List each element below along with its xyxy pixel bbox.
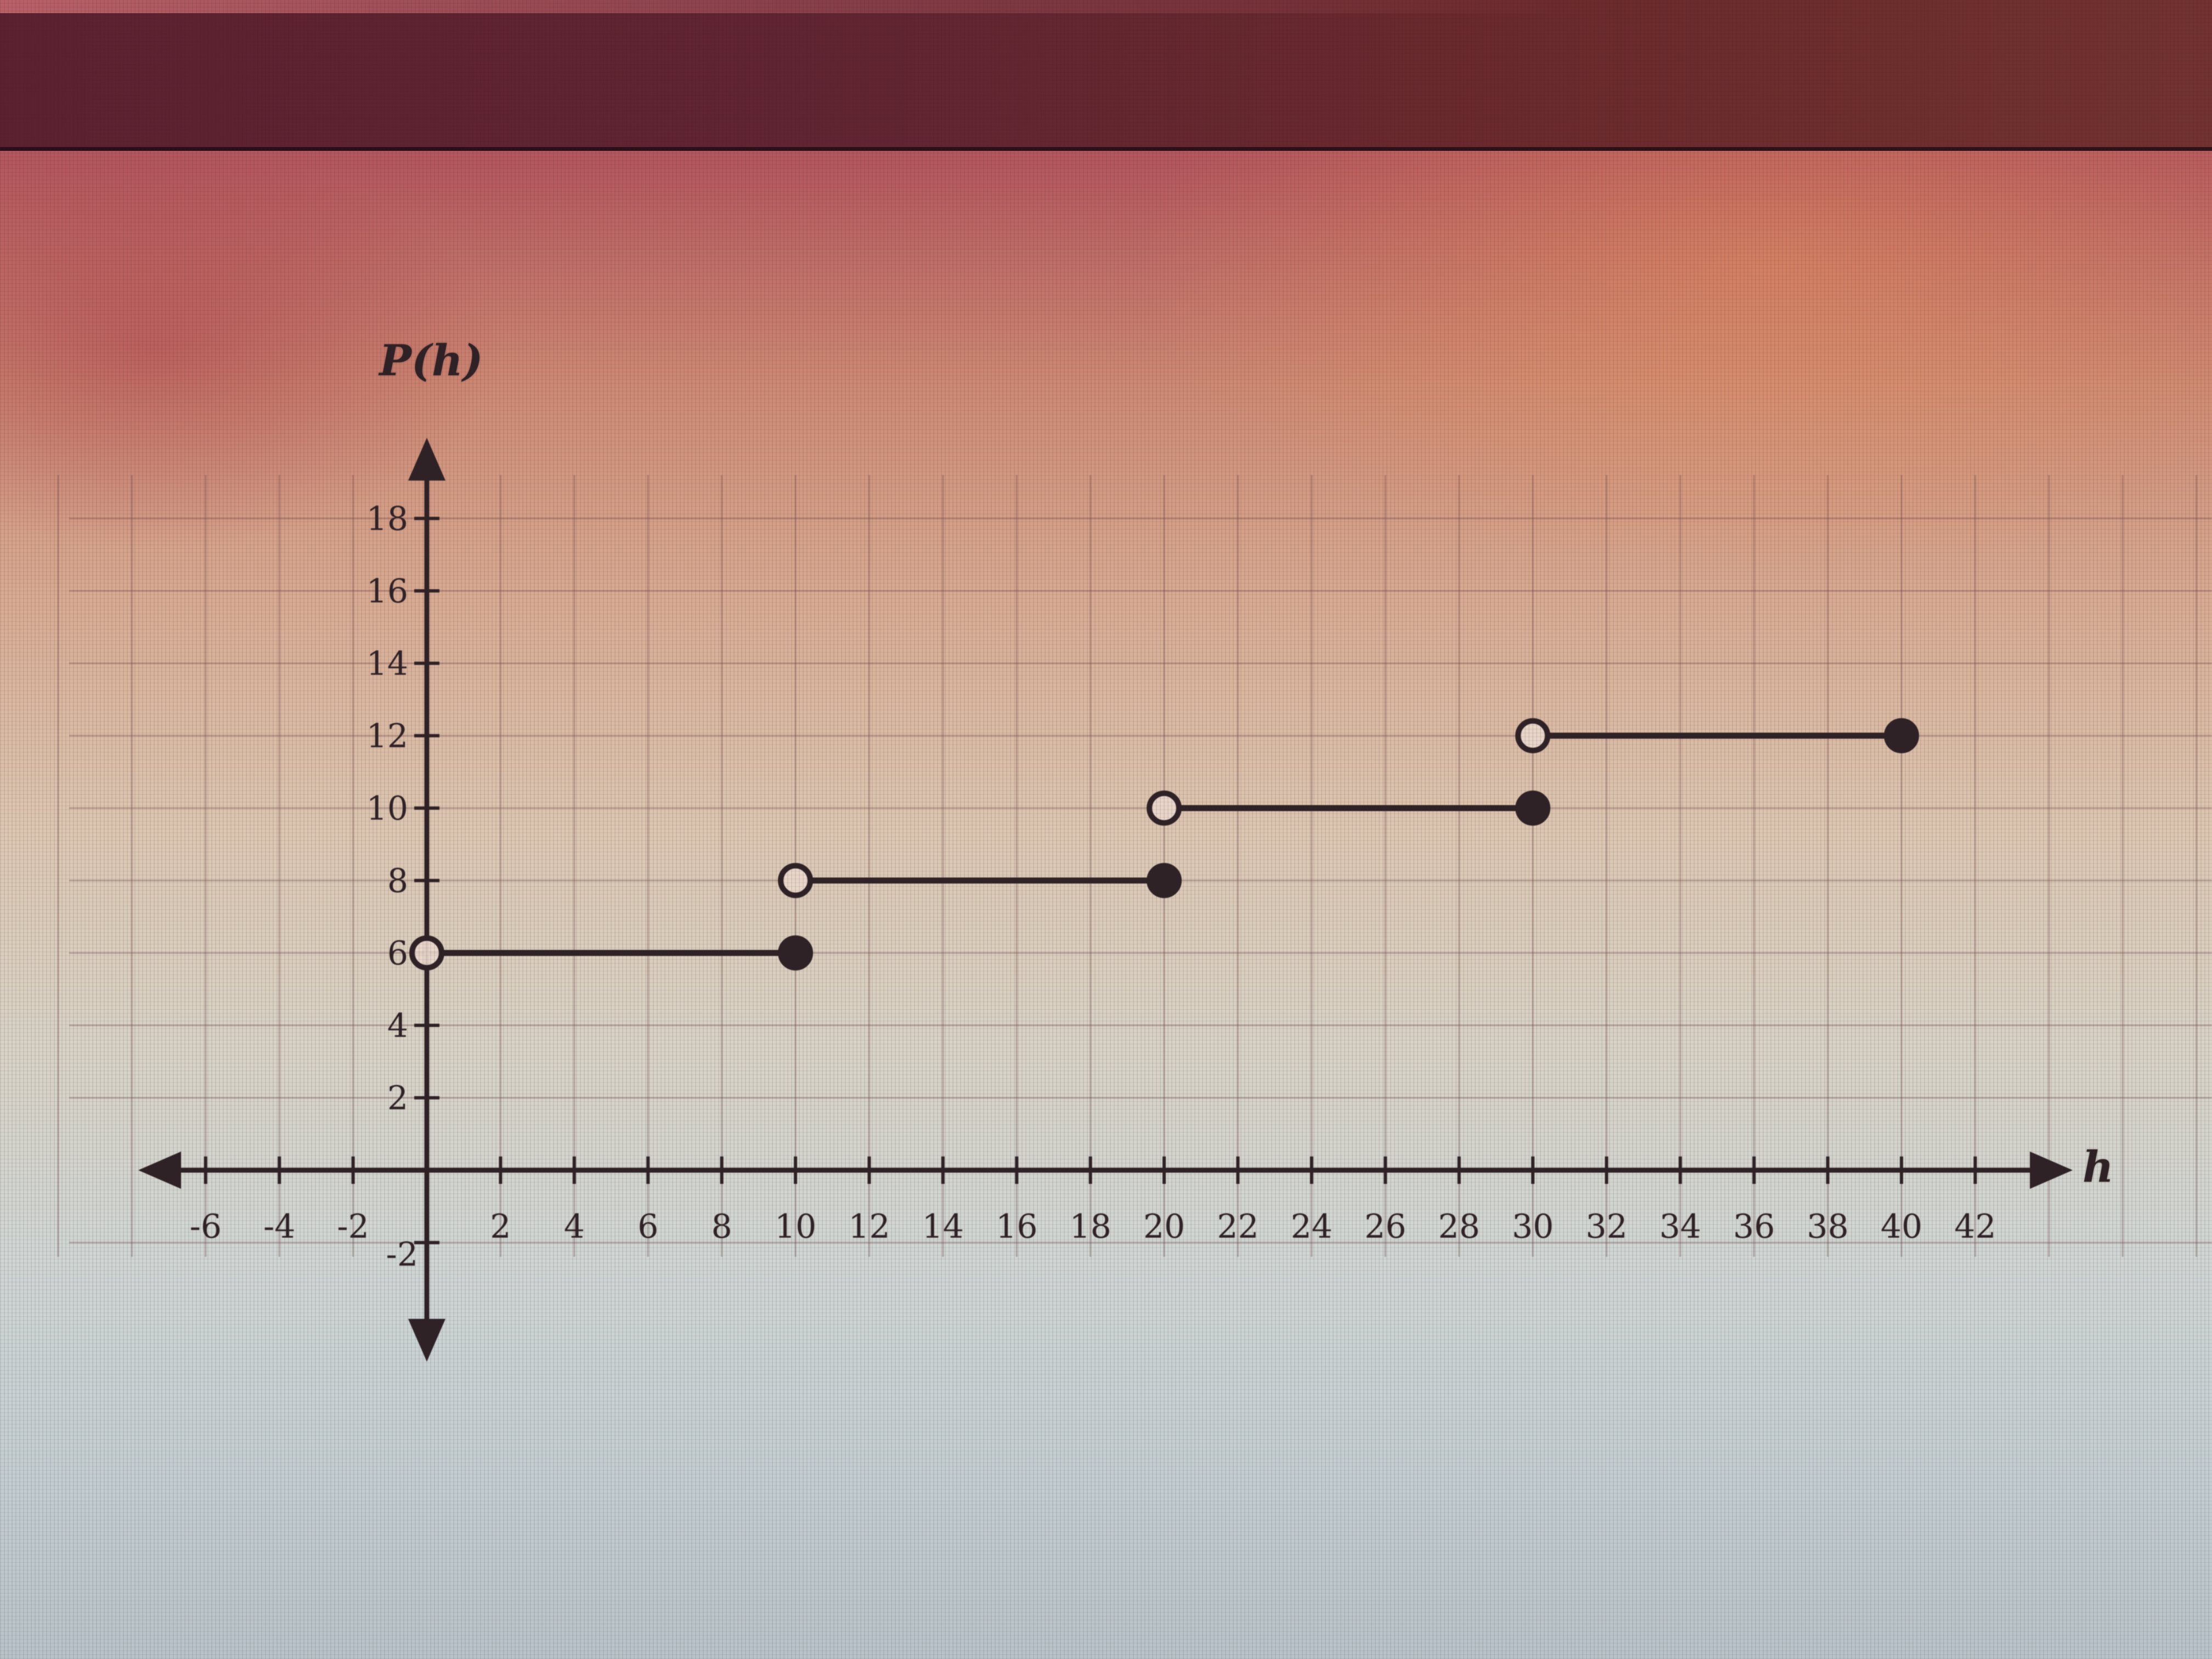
x-tick-label: 22 — [1217, 1207, 1259, 1246]
x-tick-label: 20 — [1143, 1207, 1185, 1246]
x-tick-label: 14 — [922, 1207, 964, 1246]
x-tick-label: 6 — [637, 1207, 658, 1246]
y-tick-label: 4 — [387, 1007, 408, 1045]
y-axis-label: P(h) — [379, 336, 483, 386]
y-axis-arrowhead-down-icon — [408, 1319, 445, 1362]
x-axis-arrowhead-right-icon — [2030, 1152, 2073, 1189]
y-tick-label: 12 — [366, 717, 408, 755]
y-tick-label: 14 — [366, 645, 408, 683]
x-tick-label: 2 — [490, 1207, 511, 1246]
axes-layer — [138, 438, 2073, 1362]
x-tick-label: 42 — [1954, 1207, 1996, 1246]
x-tick-label: 18 — [1069, 1207, 1111, 1246]
open-endpoint — [409, 935, 444, 970]
y-axis-arrowhead-up-icon — [408, 438, 445, 481]
x-tick-label: 28 — [1438, 1207, 1480, 1246]
series-layer — [409, 718, 1919, 970]
x-tick-label: 16 — [996, 1207, 1037, 1246]
x-tick-label: 24 — [1291, 1207, 1333, 1246]
x-tick-label: 30 — [1512, 1207, 1554, 1246]
y-tick-label: 10 — [366, 789, 408, 828]
x-tick-label: 32 — [1585, 1207, 1627, 1246]
y-tick-label: -2 — [386, 1235, 418, 1274]
tick-labels-layer: -6 -4 -2 2 4 6 8 10 12 14 16 18 20 22 24 26 28 30 32 34 36 38… — [190, 500, 1996, 1274]
open-endpoint — [1147, 791, 1182, 826]
open-endpoint — [778, 863, 813, 898]
y-tick-label: 6 — [387, 934, 408, 973]
x-tick-label: -4 — [263, 1207, 295, 1246]
x-tick-label: -6 — [190, 1207, 222, 1246]
closed-endpoint — [778, 935, 813, 970]
closed-endpoint — [1147, 863, 1182, 898]
grid-layer — [57, 475, 2212, 1257]
y-tick-label: 8 — [387, 862, 408, 900]
x-tick-label: 12 — [848, 1207, 890, 1246]
y-tick-label: 18 — [366, 500, 408, 538]
screen-top-bezel-band — [0, 0, 2212, 151]
open-endpoint — [1515, 718, 1550, 753]
x-tick-label: 4 — [564, 1207, 585, 1246]
closed-endpoint — [1515, 791, 1550, 826]
x-tick-label: 8 — [712, 1207, 732, 1246]
x-tick-label: 26 — [1364, 1207, 1406, 1246]
y-tick-label: 16 — [366, 572, 408, 611]
x-axis-label: h — [2083, 1142, 2114, 1192]
x-tick-label: 34 — [1660, 1207, 1701, 1246]
ticks-layer — [204, 517, 1977, 1244]
x-tick-label: 10 — [775, 1207, 816, 1246]
x-tick-label: -2 — [337, 1207, 369, 1246]
x-tick-label: 36 — [1733, 1207, 1775, 1246]
x-axis-arrowhead-left-icon — [138, 1152, 181, 1189]
closed-endpoint — [1884, 718, 1919, 753]
x-tick-label: 40 — [1881, 1207, 1922, 1246]
x-tick-label: 38 — [1807, 1207, 1848, 1246]
y-tick-label: 2 — [387, 1079, 408, 1118]
